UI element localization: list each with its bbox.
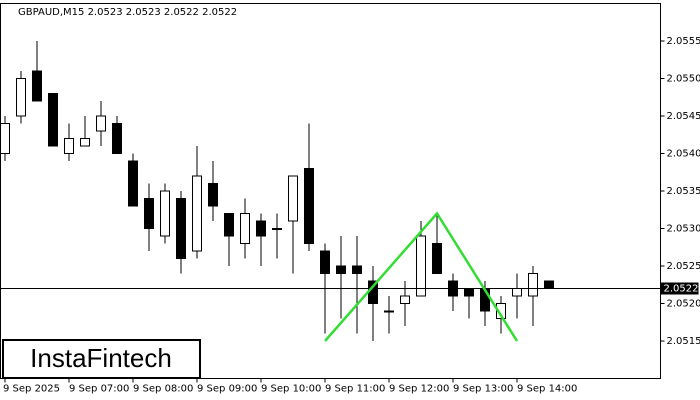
candle-body bbox=[208, 183, 218, 207]
logo-box bbox=[2, 339, 201, 379]
candle-body bbox=[320, 250, 330, 274]
x-tick-label: 9 Sep 11:00 bbox=[325, 384, 385, 395]
candle-body bbox=[64, 138, 74, 154]
candle-body bbox=[400, 295, 410, 304]
y-tick-label: 2.0520 bbox=[667, 299, 700, 310]
x-tick-label: 9 Sep 08:00 bbox=[133, 384, 193, 395]
candle-body bbox=[16, 78, 26, 117]
candle-body bbox=[144, 198, 154, 229]
candle-body bbox=[416, 235, 426, 297]
candle-body bbox=[512, 288, 522, 297]
y-tick-label: 2.0515 bbox=[667, 336, 700, 347]
candle-body bbox=[432, 243, 442, 274]
x-tick-label: 9 Sep 09:00 bbox=[197, 384, 257, 395]
candle-body bbox=[288, 175, 298, 222]
y-tick-label: 2.0555 bbox=[667, 36, 700, 47]
x-tick-label: 9 Sep 2025 bbox=[3, 384, 60, 395]
x-tick-label: 9 Sep 12:00 bbox=[389, 384, 449, 395]
candle-body bbox=[80, 138, 90, 147]
pattern-line bbox=[324, 211, 519, 342]
y-tick-label: 2.0545 bbox=[667, 111, 700, 122]
candle-body bbox=[304, 168, 314, 244]
y-tick-label: 2.0530 bbox=[667, 224, 700, 235]
candle-body bbox=[352, 265, 362, 274]
current-price-box bbox=[660, 282, 699, 295]
candle-body bbox=[48, 93, 58, 147]
x-tick-label: 9 Sep 13:00 bbox=[453, 384, 513, 395]
candle-body bbox=[128, 160, 138, 207]
y-tick-label: 2.0540 bbox=[667, 149, 700, 160]
candle-body bbox=[0, 123, 10, 154]
candle-body bbox=[256, 220, 266, 237]
logo: InstaFintech bbox=[30, 343, 172, 373]
candle-body bbox=[464, 288, 474, 297]
candle-body bbox=[176, 198, 186, 259]
candle-body bbox=[112, 123, 122, 154]
y-tick-label: 2.0525 bbox=[667, 261, 700, 272]
candle-body bbox=[336, 265, 346, 274]
candle-body bbox=[160, 190, 170, 237]
x-tick-label: 9 Sep 10:00 bbox=[261, 384, 321, 395]
candle-body bbox=[32, 70, 42, 102]
candle-body bbox=[544, 280, 554, 289]
y-tick-label: 2.0550 bbox=[667, 74, 700, 85]
candle-body bbox=[240, 213, 250, 244]
candle-body bbox=[96, 115, 106, 132]
y-tick-label: 2.0535 bbox=[667, 186, 700, 197]
plot-frame bbox=[0, 3, 661, 379]
candle-body bbox=[272, 228, 282, 230]
x-tick-label: 9 Sep 14:00 bbox=[517, 384, 577, 395]
x-tick-label: 9 Sep 07:00 bbox=[69, 384, 129, 395]
candle-body bbox=[528, 273, 538, 297]
candle-body bbox=[192, 175, 202, 252]
candle-body bbox=[384, 310, 394, 313]
chart-title: GBPAUD,M15 2.0523 2.0523 2.0522 2.0522 bbox=[18, 7, 237, 18]
candle-body bbox=[224, 213, 234, 237]
candle-body bbox=[496, 303, 506, 319]
current-price-label: 2.0522 bbox=[664, 284, 699, 295]
